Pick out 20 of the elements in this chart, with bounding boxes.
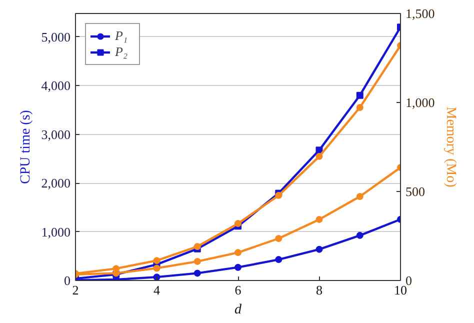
y-tick-label: 5,000 xyxy=(41,29,70,44)
y-axis-title: CPU time (s) xyxy=(18,110,34,184)
x-tick-label: 2 xyxy=(72,282,79,298)
y2-tick-label: 0 xyxy=(406,273,412,288)
y2-tick-label: 1,000 xyxy=(406,95,435,110)
y-tick-label: 4,000 xyxy=(41,78,70,94)
y-tick-label: 2,000 xyxy=(41,176,70,191)
y2-axis-title: Memory (Mo) xyxy=(442,106,458,188)
x-tick-label: 10 xyxy=(394,282,407,298)
x-tick-label: 6 xyxy=(234,282,242,298)
y2-tick-label: 500 xyxy=(406,184,425,199)
legend-label: P₁ xyxy=(115,28,128,44)
y-tick-label: 0 xyxy=(64,273,70,288)
x-tick-label: 4 xyxy=(154,282,160,298)
y2-tick-label: 1,500 xyxy=(406,6,435,21)
x-tick-label: 8 xyxy=(316,282,322,298)
y-tick-label: 1,000 xyxy=(41,224,70,240)
legend-label: P₂ xyxy=(115,44,128,60)
y-tick-label: 3,000 xyxy=(41,126,70,142)
x-axis-title: d xyxy=(234,302,242,318)
